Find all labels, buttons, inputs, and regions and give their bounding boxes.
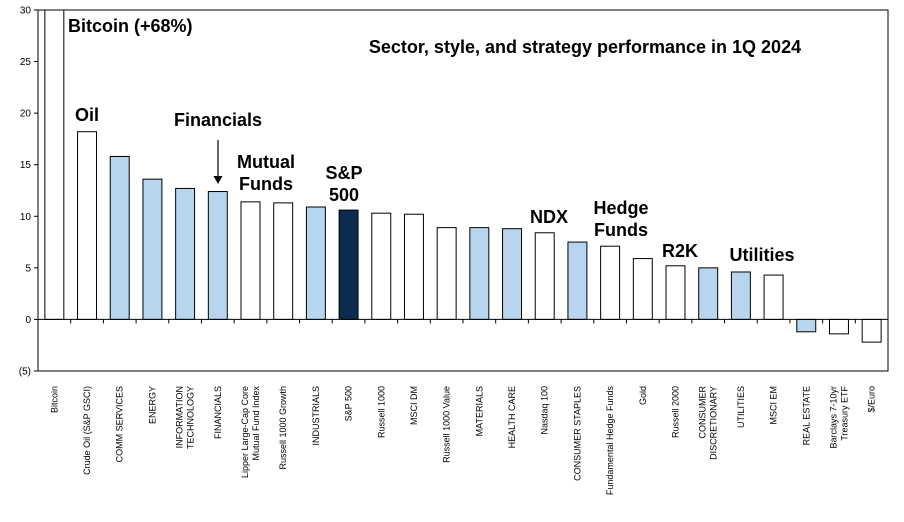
bar-10 [371, 212, 392, 320]
annotation-label: NDX [530, 207, 568, 227]
x-category-label: Russell 2000 [671, 386, 681, 438]
x-category-label: MSCI EM [769, 386, 779, 425]
annotation-label: Hedge [593, 198, 648, 218]
annotation-label: Financials [174, 110, 262, 130]
chart-title: Sector, style, and strategy performance … [369, 37, 801, 57]
annotation-label: R2K [662, 241, 698, 261]
x-category-label: Russell 1000 Growth [278, 386, 288, 470]
bar-8 [305, 206, 326, 320]
bar-16 [567, 241, 588, 320]
y-tick-label: 5 [25, 263, 31, 274]
x-category-label: Lipper Large-Cap Core [240, 386, 250, 478]
financials-arrow-head [213, 176, 223, 184]
annotation-label: Funds [239, 174, 293, 194]
bar-11 [403, 213, 424, 320]
bar-24 [828, 318, 849, 335]
bar-25 [861, 318, 882, 343]
x-category-label: Russell 1000 Value [442, 386, 452, 463]
x-category-label: INDUSTRIALS [311, 386, 321, 446]
x-category-label: Barclays 7-10yr [828, 386, 838, 449]
bar-0 [44, 9, 65, 320]
annotation-label: Funds [594, 220, 648, 240]
x-category-label: CONSUMER STAPLES [572, 386, 582, 481]
x-category-label: Crude Oil (S&P GSCI) [82, 386, 92, 475]
x-category-label: HEALTH CARE [507, 386, 517, 448]
bar-9 [338, 209, 359, 320]
bar-23 [796, 318, 817, 333]
bar-12 [436, 227, 457, 320]
x-category-label: MSCI DM [409, 386, 419, 425]
annotation-label: Utilities [729, 245, 794, 265]
y-tick-label: 30 [20, 6, 32, 17]
bar-6 [240, 201, 261, 320]
bar-21 [730, 271, 751, 320]
bar-13 [469, 227, 490, 320]
bar-22 [763, 274, 784, 320]
x-category-label: REAL ESTATE [801, 386, 811, 445]
plot-area [37, 9, 889, 372]
y-tick-label: (5) [19, 367, 31, 378]
x-category-label: ENERGY [147, 386, 157, 424]
bar-3 [142, 178, 163, 320]
annotation-label: 500 [329, 185, 359, 205]
bar-20 [698, 267, 719, 320]
bar-17 [600, 245, 621, 320]
x-category-label: INFORMATION [175, 386, 185, 448]
x-category-label: COMM SERVICES [115, 386, 125, 462]
x-category-label: Gold [638, 386, 648, 405]
bar-7 [273, 202, 294, 320]
bar-5 [207, 191, 228, 320]
bar-15 [534, 232, 555, 320]
x-category-label: Nasdaq 100 [540, 386, 550, 435]
y-tick-label: 25 [20, 57, 32, 68]
y-tick-label: 15 [20, 160, 32, 171]
x-category-label: UTILITIES [736, 386, 746, 428]
bar-19 [665, 265, 686, 320]
x-category-label: Russell 1000 [376, 386, 386, 438]
x-category-label: TECHNOLOGY [186, 386, 196, 449]
bar-14 [502, 228, 523, 320]
x-category-label: $/Euro [867, 386, 877, 413]
bar-4 [175, 187, 196, 320]
bar-1 [77, 131, 98, 320]
bar-2 [109, 155, 130, 320]
bar-18 [632, 258, 653, 320]
x-category-label: Mutual Fund Index [251, 386, 261, 461]
annotation-label: S&P [325, 163, 362, 183]
x-category-label: DISCRETIONARY [709, 386, 719, 460]
y-tick-label: 20 [20, 109, 32, 120]
x-category-label: Fundamental Hedge Funds [605, 386, 615, 496]
x-category-label: Treasury ETF [839, 386, 849, 441]
x-category-label: S&P 500 [344, 386, 354, 421]
x-category-label: MATERIALS [474, 386, 484, 436]
x-category-label: FINANCIALS [213, 386, 223, 439]
annotation-label: Bitcoin (+68%) [68, 16, 193, 36]
y-tick-label: 10 [20, 212, 32, 223]
x-category-label: CONSUMER [698, 386, 708, 439]
x-category-label: Bitcoin [49, 386, 59, 413]
y-tick-label: 0 [25, 315, 31, 326]
annotation-label: Mutual [237, 152, 295, 172]
annotation-label: Oil [75, 105, 99, 125]
